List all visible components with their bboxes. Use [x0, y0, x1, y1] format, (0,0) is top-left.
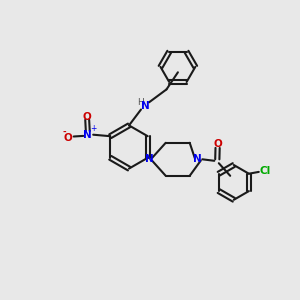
Text: H: H	[137, 98, 143, 107]
Text: -: -	[63, 128, 67, 137]
Text: Cl: Cl	[260, 166, 271, 176]
Text: N: N	[194, 154, 202, 164]
Text: +: +	[90, 124, 96, 133]
Text: O: O	[213, 139, 222, 149]
Text: N: N	[145, 154, 154, 164]
Text: O: O	[83, 112, 92, 122]
Text: N: N	[141, 101, 150, 111]
Text: N: N	[83, 130, 92, 140]
Text: O: O	[64, 133, 73, 143]
